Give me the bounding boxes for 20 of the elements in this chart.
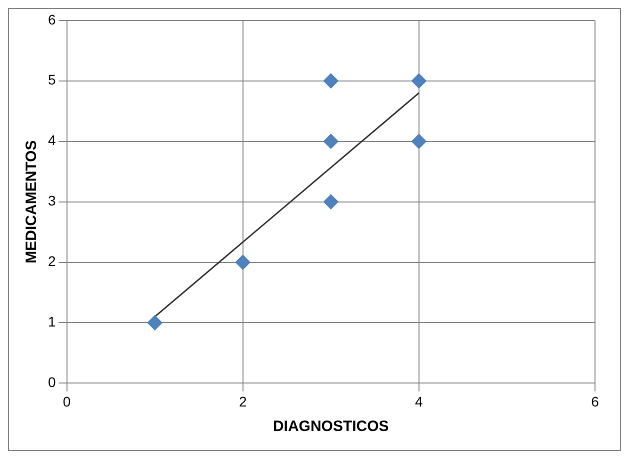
x-tick-label: 6 (591, 393, 600, 410)
y-tick-label: 5 (48, 72, 56, 88)
x-tick-label: 2 (238, 393, 247, 410)
x-axis-title: DIAGNOSTICOS (272, 418, 389, 436)
y-tick-label: 2 (48, 253, 56, 270)
point (411, 73, 426, 88)
y-tick-label: 1 (48, 314, 56, 330)
y-tick-label: 6 (48, 11, 56, 28)
point (411, 134, 426, 149)
point (323, 134, 338, 149)
y-tick-label: 4 (48, 132, 56, 148)
x-tick-label: 0 (62, 393, 71, 410)
point (323, 194, 338, 210)
y-axis-title: MEDICAMENTOS (23, 140, 40, 264)
y-tick-label: 0 (48, 374, 56, 390)
point (323, 73, 338, 88)
y-tick-label: 3 (48, 192, 56, 209)
point (235, 254, 250, 270)
x-tick-label: 4 (415, 393, 424, 410)
point (147, 315, 162, 330)
